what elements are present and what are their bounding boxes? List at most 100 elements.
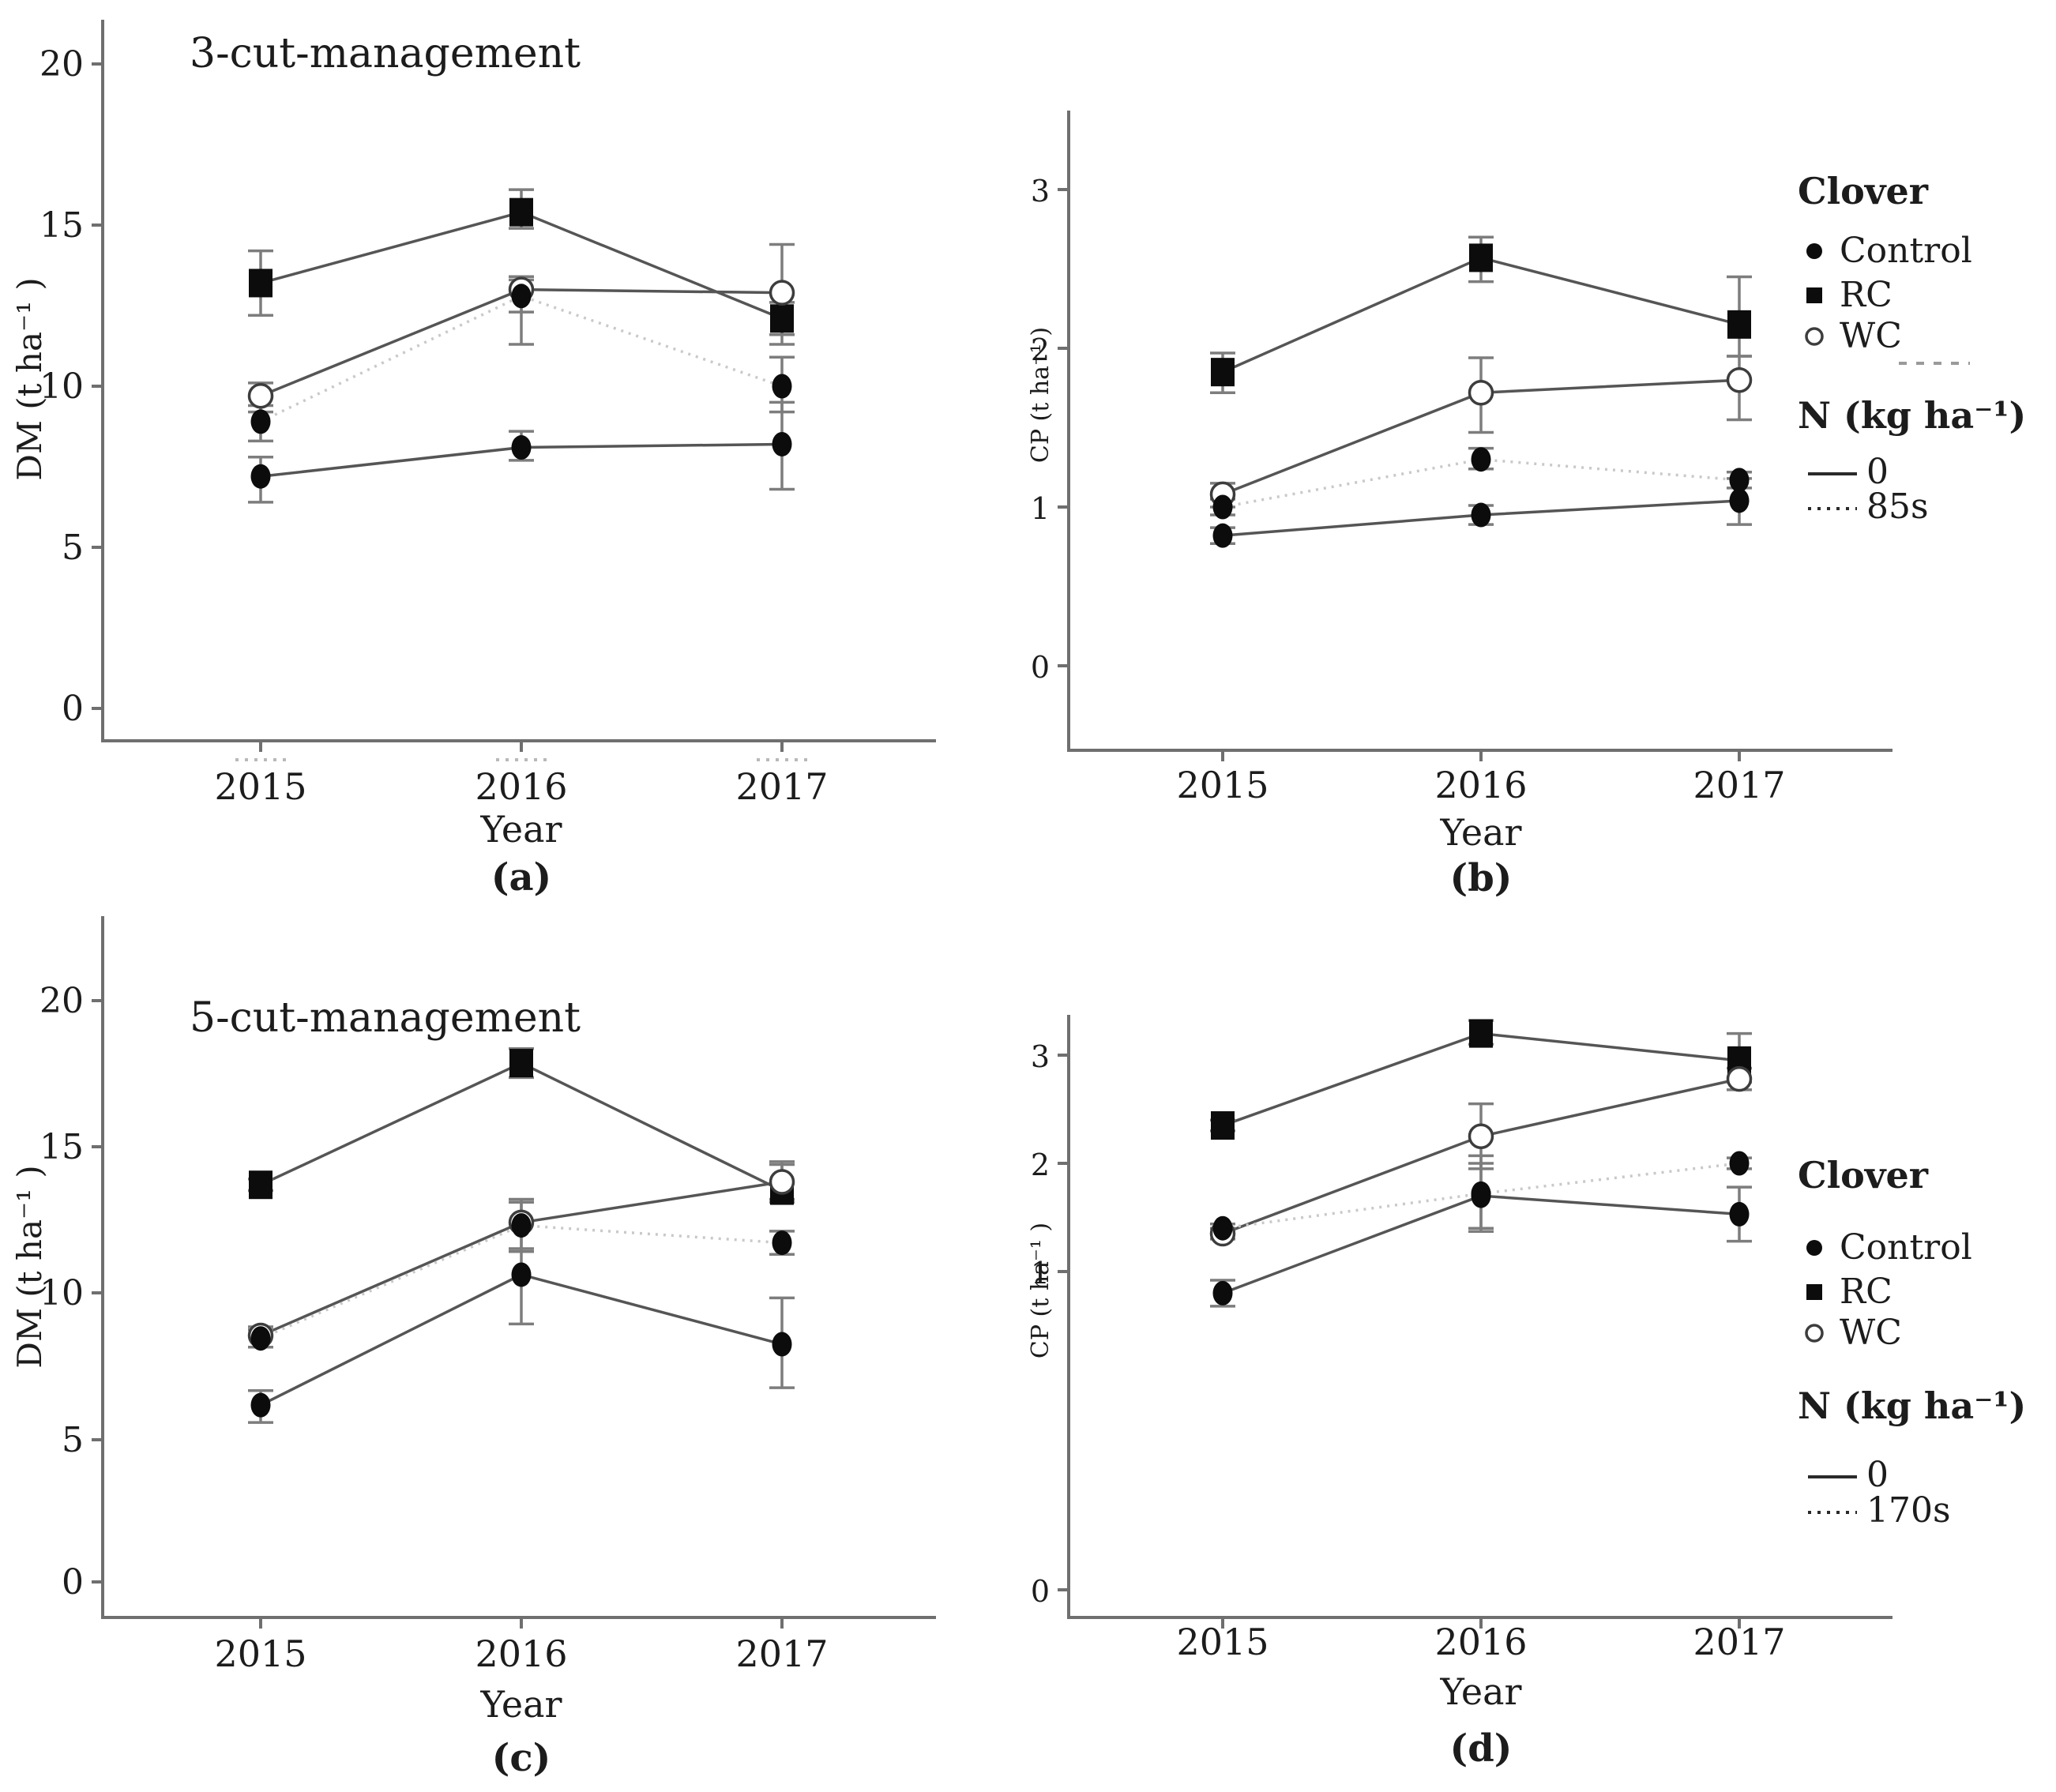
panel-title: 5-cut-management: [190, 994, 581, 1042]
filled-circle-control: [511, 435, 532, 460]
legend-n-label: 170s: [1866, 1490, 1951, 1531]
legend-item-label: Control: [1840, 231, 1972, 271]
legend-clover-header: Clover: [1798, 1154, 1929, 1197]
y-tick-label: 5: [62, 528, 84, 568]
panel-letter: (b): [1450, 856, 1513, 896]
x-tick-label: 2016: [475, 765, 567, 808]
y-tick-label: 0: [62, 689, 84, 729]
y-tick-label: 2: [1031, 332, 1050, 367]
y-tick-label: 10: [39, 1273, 84, 1313]
filled-circle-control: [250, 1326, 271, 1351]
chart-svg-a: 0 5 10 15 20 2015 2016 2017 3-cut-management DM (…: [10, 20, 936, 900]
filled-circle-control: [250, 464, 271, 489]
filled-circle-control: [1729, 1201, 1750, 1227]
x-tick-label: 2017: [735, 1632, 828, 1675]
y-tick-label: 2: [1031, 1148, 1050, 1182]
y-tick-label: 15: [39, 1127, 84, 1167]
y-axis-label: CP (t ha⁻¹ ): [1028, 1223, 1054, 1358]
y-tick-label: 0: [62, 1562, 84, 1602]
y-tick-label: 1: [1031, 1256, 1050, 1290]
filled-circle-control: [1212, 1280, 1233, 1305]
x-tick-label: 2015: [214, 765, 306, 808]
filled-circle-control: [1471, 447, 1491, 472]
legend-filled-square: [1806, 287, 1822, 303]
filled-circle-control: [1212, 494, 1233, 520]
open-circle-wc: [247, 382, 274, 409]
legend-clover-header: Clover: [1798, 170, 1929, 212]
legend-n-label: 0: [1866, 452, 1889, 492]
chart-svg-d: 0 1 2 3 2015 2016 2017 CP (t ha⁻¹ ) Year (d) Clove…: [1027, 1015, 2026, 1771]
filled-circle-control: [1212, 523, 1233, 548]
filled-circle-control: [1729, 488, 1750, 513]
filled-circle-control: [772, 374, 792, 399]
y-tick-label: 20: [39, 981, 84, 1021]
filled-circle-control: [1729, 1151, 1750, 1176]
legend-n-header: N (kg ha⁻¹): [1798, 1384, 2026, 1427]
open-circle-wc: [769, 280, 795, 306]
legend-item-label: WC: [1840, 316, 1902, 356]
open-circle-wc: [769, 1169, 795, 1195]
x-tick-label: 2016: [1434, 1621, 1527, 1663]
filled-square-rc: [1469, 1019, 1493, 1048]
legend-item-label: RC: [1840, 275, 1892, 315]
legend-n-label: 0: [1866, 1455, 1889, 1495]
y-tick-label: 5: [62, 1420, 84, 1460]
x-tick-label: 2015: [1176, 764, 1269, 806]
filled-circle-control: [1212, 1215, 1233, 1241]
filled-square-rc: [1727, 310, 1751, 339]
panel-letter: (c): [492, 1736, 551, 1780]
panel-b-cp-3cut: 0 1 2 3 2015 2016 2017 CP (t ha⁻¹ ) Year (b) Clove…: [1027, 0, 2056, 900]
x-axis-label: Year: [1439, 1670, 1521, 1713]
y-axis-label: CP (t ha⁻¹ ): [1028, 327, 1054, 463]
y-tick-label: 3: [1031, 1039, 1050, 1074]
filled-circle-control: [772, 1332, 792, 1357]
filled-square-rc: [249, 269, 273, 298]
legend-open-circle: [1805, 1324, 1824, 1343]
x-tick-label: 2016: [475, 1632, 567, 1675]
series-line-control-n170s: [260, 1223, 783, 1340]
panel-letter: (d): [1450, 1726, 1513, 1771]
y-axis-label: DM (t ha⁻¹ ): [10, 1165, 49, 1368]
y-axis-label: DM (t ha⁻¹ ): [10, 277, 49, 480]
filled-circle-control: [250, 409, 271, 434]
filled-circle-control: [511, 1213, 532, 1238]
y-tick-label: 20: [39, 44, 84, 85]
filled-square-rc: [509, 1049, 533, 1078]
series-line-rc-n0: [260, 1061, 783, 1193]
x-tick-label: 2016: [1434, 764, 1527, 806]
filled-square-rc: [509, 197, 533, 227]
legend-item-label: Control: [1840, 1227, 1972, 1268]
y-tick-label: 0: [1031, 1574, 1050, 1609]
filled-square-rc: [249, 1170, 273, 1200]
filled-square-rc: [1211, 358, 1235, 387]
filled-circle-control: [1729, 468, 1750, 493]
legend-filled-square: [1806, 1284, 1822, 1300]
legend-filled-circle: [1806, 1240, 1822, 1256]
open-circle-wc: [1468, 380, 1494, 406]
open-circle-wc: [1726, 1065, 1753, 1092]
filled-square-rc: [770, 304, 794, 333]
filled-circle-control: [1471, 502, 1491, 528]
legend-item-label: RC: [1840, 1272, 1892, 1312]
panel-a-dm-3cut: 0 5 10 15 20 2015 2016 2017 3-cut-management DM (…: [0, 0, 1028, 900]
y-tick-label: 1: [1031, 491, 1050, 526]
legend-item-label: WC: [1840, 1313, 1902, 1353]
panel-d-cp-5cut: 0 1 2 3 2015 2016 2017 CP (t ha⁻¹ ) Year (d) Clove…: [1027, 896, 2056, 1792]
panel-c-dm-5cut: 0 5 10 15 20 2015 2016 2017 5-cut-management DM (…: [0, 896, 1028, 1792]
legend-filled-circle: [1806, 243, 1822, 259]
x-tick-label: 2017: [735, 765, 828, 808]
x-tick-label: 2017: [1693, 1621, 1785, 1663]
filled-circle-control: [1471, 1183, 1491, 1208]
legend-open-circle: [1805, 327, 1824, 346]
legend-n-header: N (kg ha⁻¹): [1798, 394, 2026, 437]
filled-circle-control: [511, 1262, 532, 1287]
y-tick-label: 10: [39, 366, 84, 407]
x-tick-label: 2017: [1693, 764, 1785, 806]
filled-circle-control: [772, 1230, 792, 1256]
y-tick-label: 15: [39, 205, 84, 246]
filled-circle-control: [772, 431, 792, 456]
panel-letter: (a): [491, 855, 552, 896]
